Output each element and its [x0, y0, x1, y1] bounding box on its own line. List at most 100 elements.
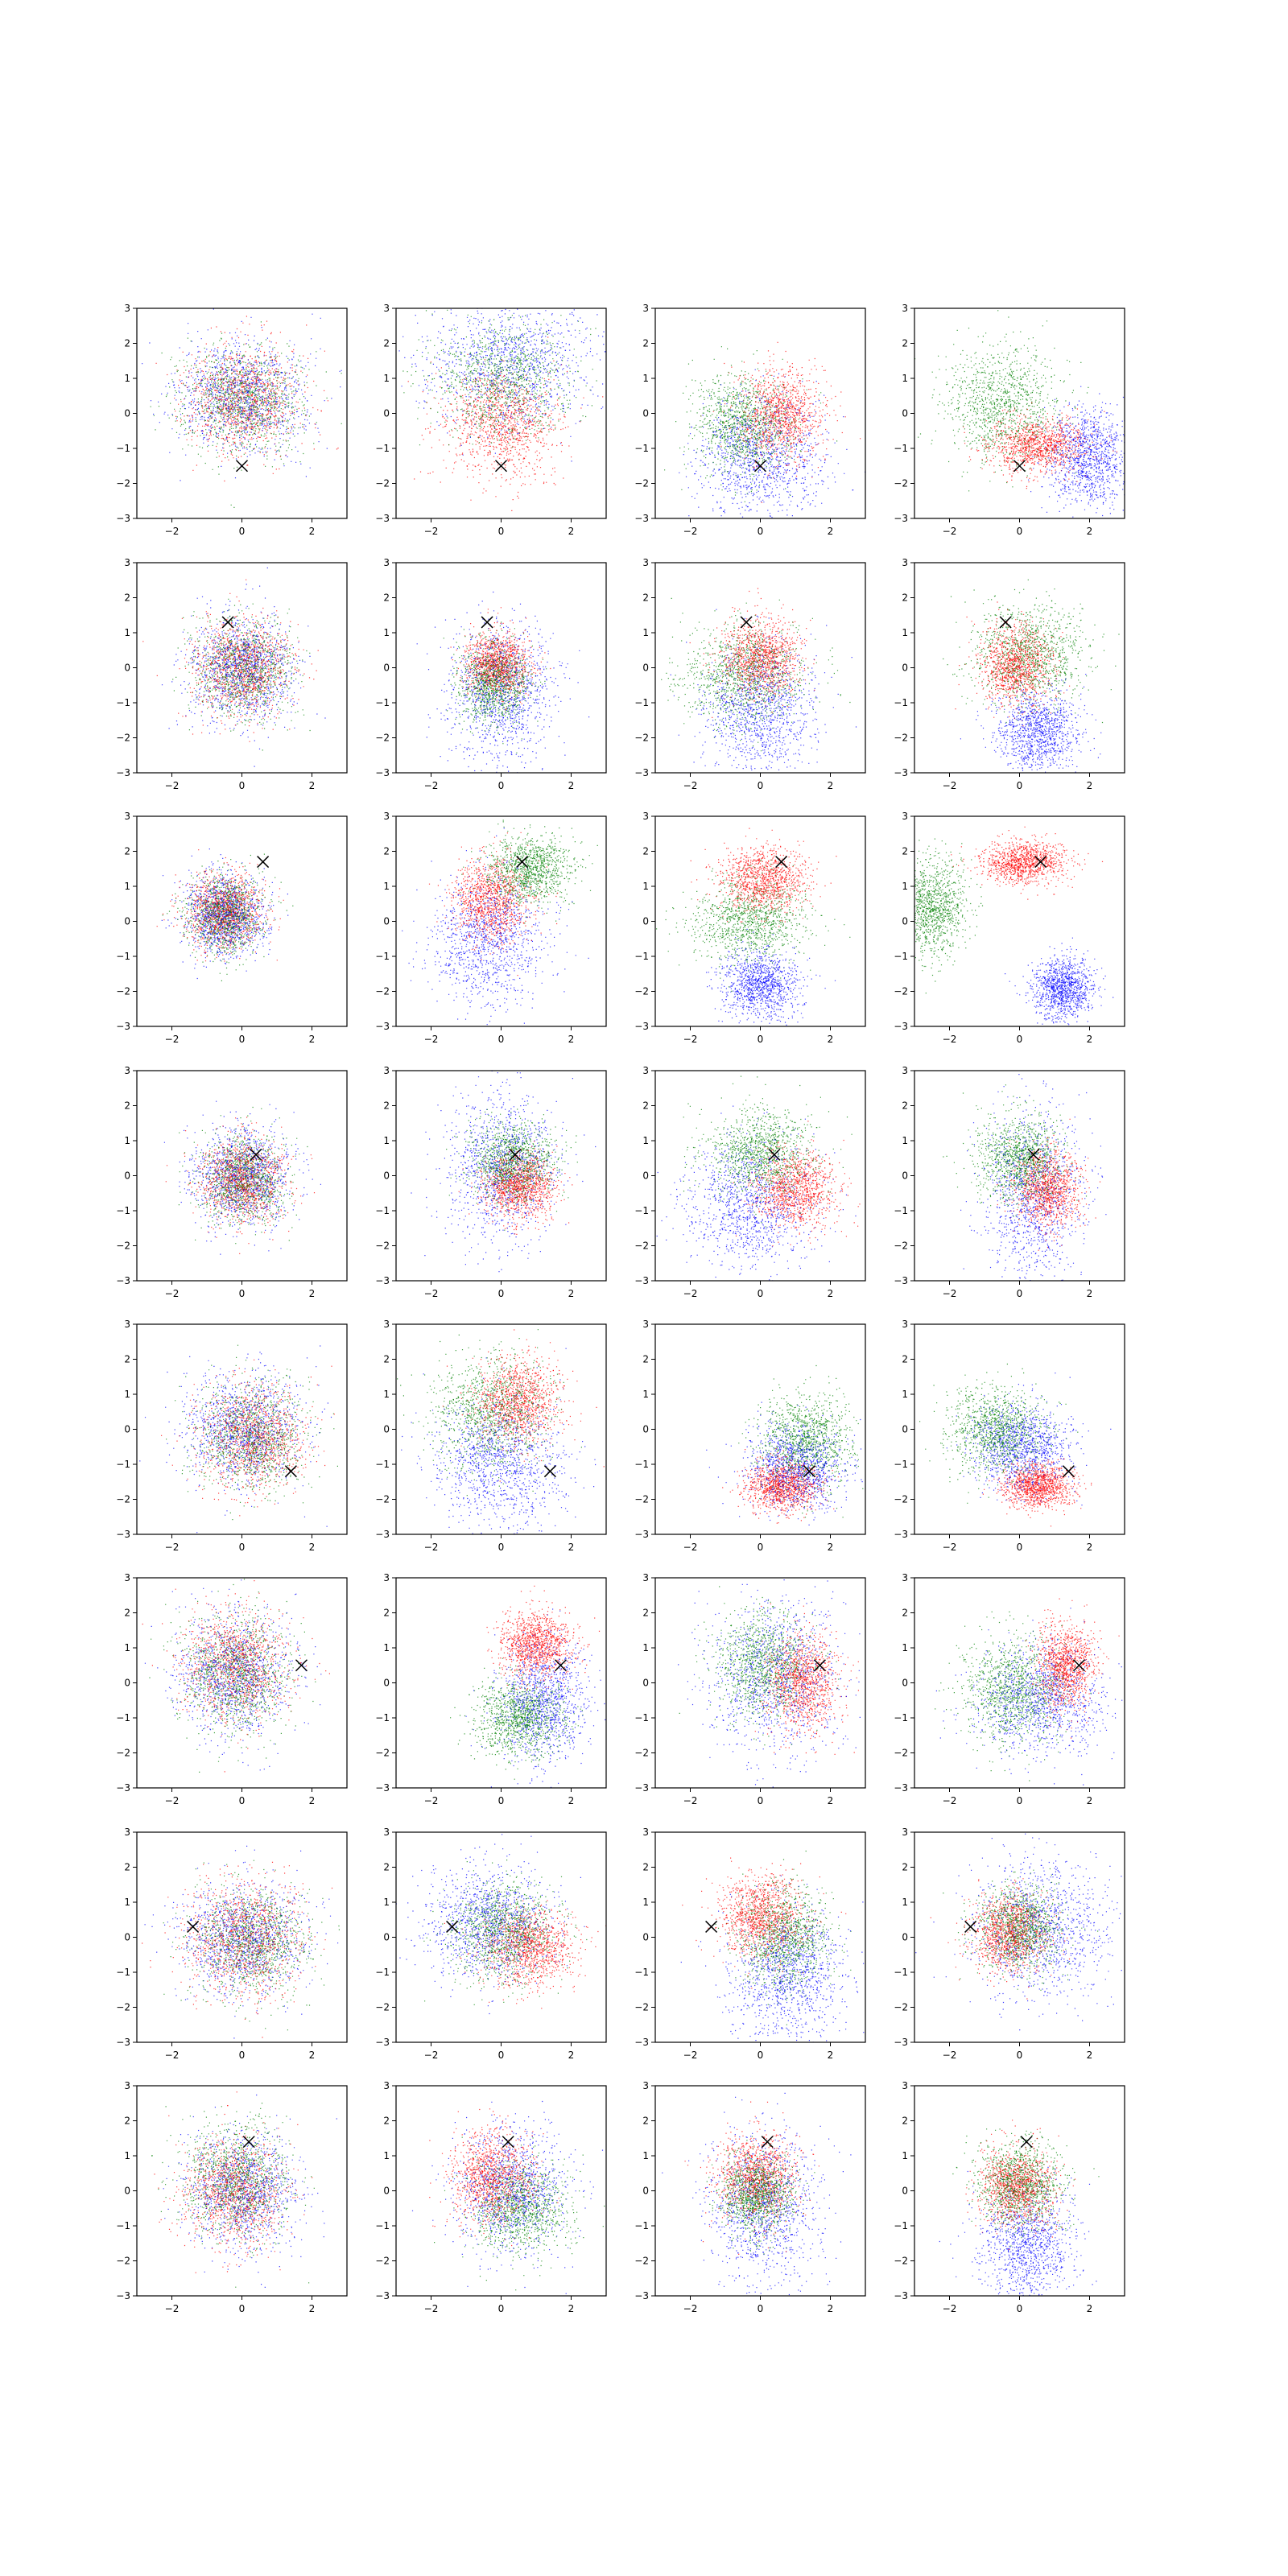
y-tick-label: −2 — [894, 1494, 908, 1505]
panel-r6-c1: −2 0 2 −3 −2 −1 0 1 2 3 — [116, 1572, 348, 1806]
y-tick-label: −2 — [375, 478, 390, 489]
x-tick-label: 2 — [828, 2303, 834, 2314]
y-tick-label: 0 — [124, 408, 130, 419]
point-cloud — [167, 1880, 332, 2015]
point-cloud — [972, 2166, 1082, 2296]
y-tick-label: 0 — [902, 1678, 908, 1689]
x-tick-label: 2 — [828, 1034, 834, 1045]
x-marker — [1020, 2136, 1033, 2149]
y-tick-label: 3 — [642, 1319, 649, 1330]
y-tick-label: 2 — [902, 592, 908, 604]
panel-r4-c4: −2 0 2 −3 −2 −1 0 1 2 3 — [894, 1065, 1125, 1299]
x-marker — [543, 1465, 556, 1478]
axes-frame — [395, 1323, 607, 1535]
point-cloud — [953, 1102, 1078, 1217]
scatter-points — [411, 1071, 597, 1273]
y-tick-label: −2 — [116, 2002, 130, 2013]
y-tick-label: 3 — [902, 1319, 908, 1330]
y-tick-label: −1 — [894, 2220, 908, 2231]
y-tick-label: 1 — [124, 1389, 130, 1400]
y-tick-label: 1 — [642, 1135, 649, 1146]
y-tick-label: −1 — [375, 951, 390, 962]
y-tick-label: 0 — [902, 1170, 908, 1182]
point-cloud — [950, 588, 1093, 724]
point-cloud — [166, 1580, 330, 1729]
axes-frame — [136, 1831, 348, 2043]
x-tick-label: 0 — [239, 780, 246, 791]
y-tick-label: −2 — [634, 2256, 649, 2267]
y-tick-label: 1 — [124, 627, 130, 638]
y-tick-label: −1 — [894, 697, 908, 708]
point-cloud — [672, 859, 816, 979]
panel-r2-c1: −2 0 2 −3 −2 −1 0 1 2 3 — [116, 557, 348, 791]
y-tick-label: 2 — [902, 1354, 908, 1365]
y-tick-label: 2 — [124, 1862, 130, 1873]
scatter-points — [915, 1833, 1125, 2031]
x-tick-label: 0 — [758, 1034, 764, 1045]
y-tick-label: 3 — [642, 1827, 649, 1838]
point-cloud — [460, 821, 584, 918]
y-tick-label: −3 — [634, 1529, 649, 1540]
point-cloud — [426, 591, 565, 773]
point-cloud — [960, 1868, 1074, 1980]
x-tick-label: 2 — [828, 1795, 834, 1806]
x-tick-label: 2 — [309, 1542, 316, 1553]
point-cloud — [948, 1617, 1068, 1772]
point-cloud — [708, 840, 821, 919]
point-cloud — [181, 859, 294, 975]
x-tick-label: 2 — [828, 2050, 834, 2061]
point-cloud — [1030, 402, 1125, 517]
point-cloud — [1000, 1134, 1088, 1238]
point-cloud — [464, 2137, 605, 2255]
point-cloud — [173, 866, 281, 954]
point-cloud — [993, 1458, 1087, 1527]
panel-r4-c1: −2 0 2 −3 −2 −1 0 1 2 3 — [116, 1065, 348, 1299]
point-cloud — [423, 1347, 564, 1496]
point-cloud — [711, 931, 836, 1024]
x-tick-label: 2 — [568, 780, 575, 791]
y-tick-label: −1 — [375, 1712, 390, 1724]
point-cloud — [666, 1112, 836, 1269]
y-tick-label: 3 — [124, 1827, 130, 1838]
axes-frame — [914, 1323, 1125, 1535]
point-cloud — [702, 2116, 804, 2255]
y-tick-label: 2 — [383, 1862, 390, 1873]
x-tick-label: −2 — [424, 1034, 439, 1045]
x-tick-label: −2 — [424, 1288, 439, 1299]
scatter-points — [939, 2120, 1100, 2296]
point-cloud — [952, 835, 1086, 896]
point-cloud — [964, 402, 1110, 482]
y-tick-label: −3 — [634, 1021, 649, 1032]
x-marker — [509, 1148, 522, 1161]
y-tick-label: −2 — [894, 733, 908, 744]
y-tick-label: −1 — [116, 443, 130, 454]
point-cloud — [683, 1094, 852, 1216]
y-tick-label: 3 — [383, 1319, 390, 1330]
panel-r6-c3: −2 0 2 −3 −2 −1 0 1 2 3 — [634, 1572, 866, 1806]
y-tick-label: 2 — [124, 592, 130, 604]
x-marker — [494, 460, 508, 473]
scatter-points — [919, 1363, 1112, 1527]
x-marker — [1027, 1148, 1040, 1161]
y-tick-label: −2 — [894, 2256, 908, 2267]
x-tick-label: 0 — [498, 780, 505, 791]
point-cloud — [704, 1603, 827, 1731]
y-tick-label: −2 — [375, 1494, 390, 1505]
y-tick-label: −3 — [894, 1529, 908, 1540]
panel-r3-c2: −2 0 2 −3 −2 −1 0 1 2 3 — [375, 811, 607, 1045]
point-cloud — [149, 308, 341, 463]
point-cloud — [961, 1611, 1069, 1781]
point-cloud — [762, 1622, 844, 1754]
point-cloud — [692, 1084, 844, 1213]
x-tick-label: −2 — [683, 1288, 698, 1299]
y-tick-label: 1 — [383, 1135, 390, 1146]
panel-r7-c3: −2 0 2 −3 −2 −1 0 1 2 3 — [634, 1827, 866, 2061]
x-tick-label: 2 — [828, 526, 834, 537]
x-tick-label: 2 — [568, 1034, 575, 1045]
y-tick-label: 1 — [642, 2150, 649, 2161]
x-tick-label: −2 — [683, 1795, 698, 1806]
y-tick-label: 1 — [124, 881, 130, 892]
y-tick-label: −3 — [894, 767, 908, 778]
scatter-points — [142, 308, 342, 508]
point-cloud — [468, 1898, 597, 2001]
